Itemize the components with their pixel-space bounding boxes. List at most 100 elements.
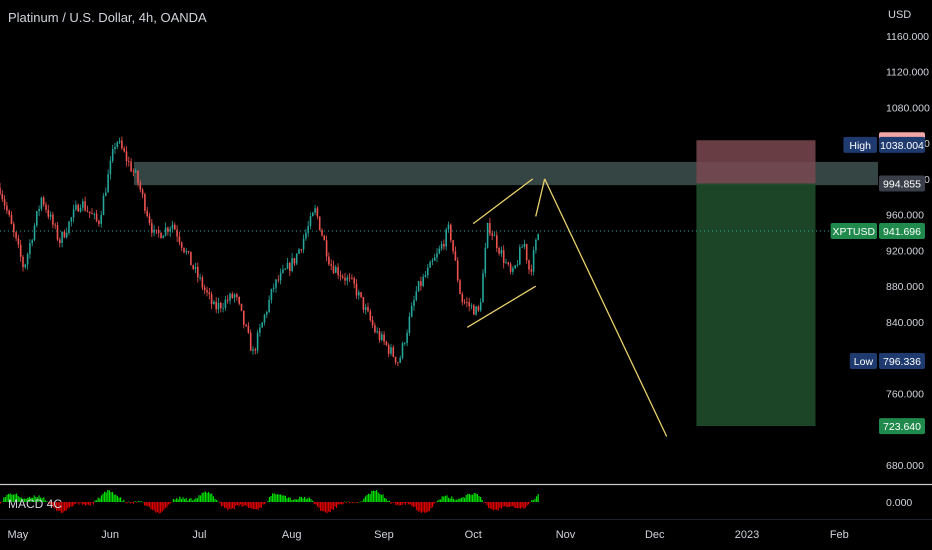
trendline-3[interactable] (535, 178, 546, 217)
macd-bar (182, 497, 184, 502)
candle-body (233, 294, 236, 298)
macd-bar (347, 501, 349, 502)
macd-bar (504, 502, 506, 507)
price-tag-994.855: 994.855 (879, 175, 925, 192)
short-position-layer[interactable] (696, 140, 816, 427)
trendlines-layer[interactable] (466, 178, 668, 437)
candle-body (102, 195, 105, 216)
price-tag-name: Low (854, 356, 874, 368)
candle-body (312, 212, 314, 217)
macd-bar (297, 499, 299, 502)
candle-body (502, 250, 505, 264)
macd-bar (251, 502, 253, 509)
macd-indicator-label[interactable]: MACD 4C (8, 497, 63, 511)
trendline-4[interactable] (544, 178, 668, 437)
macd-bar (328, 502, 330, 512)
macd-bar (11, 494, 13, 502)
macd-bar (449, 498, 451, 502)
candle-body (275, 279, 277, 288)
macd-zero-label: 0.000 (886, 497, 912, 509)
macd-bar (305, 498, 307, 502)
macd-bar (444, 495, 446, 502)
macd-bar (219, 502, 221, 504)
candle-body (316, 208, 319, 217)
time-axis[interactable]: May Jun Jul Aug Sep Oct Nov Dec 2023 Feb (7, 529, 848, 541)
macd-bar (94, 500, 96, 502)
macd-bar (105, 492, 107, 502)
candle-body (305, 232, 307, 239)
candle-body (394, 356, 397, 363)
macd-bar (323, 502, 325, 512)
macd-bar (363, 498, 365, 502)
candle-body (61, 231, 63, 244)
candle-body (335, 267, 337, 273)
candle-body (222, 307, 224, 309)
macd-bar (300, 496, 302, 502)
macd-bar (388, 500, 390, 502)
price-axis[interactable]: 680.000720.000760.000800.000840.000880.0… (886, 31, 930, 509)
candle-body (385, 341, 388, 346)
candle-body (29, 243, 31, 255)
macd-bar (227, 502, 229, 511)
macd-bar (353, 502, 355, 503)
candle-body (406, 332, 408, 344)
candle-body (309, 216, 312, 226)
macd-bar (424, 502, 426, 513)
macd-bar (180, 498, 182, 502)
x-tick-label: Sep (374, 529, 394, 541)
macd-bar (451, 496, 453, 502)
macd-bar (129, 502, 131, 504)
macd-bar (240, 502, 242, 505)
macd-bar (465, 495, 467, 502)
macd-bar (33, 495, 35, 502)
candle-body (72, 209, 75, 218)
macd-bar (81, 502, 83, 505)
candle-body (155, 229, 158, 231)
candle-body (479, 302, 482, 311)
candle-body (95, 213, 98, 221)
candle-body (509, 264, 512, 272)
position-target-zone[interactable] (696, 183, 816, 427)
macd-bar (76, 502, 78, 503)
macd-bar (84, 502, 86, 506)
macd-bar (518, 502, 520, 509)
macd-bar (331, 502, 333, 510)
macd-bar (236, 502, 238, 506)
candle-body (224, 299, 227, 308)
price-tag-name: XPTUSD (833, 226, 876, 238)
macd-bar (393, 502, 395, 503)
macd-bar (246, 502, 248, 507)
macd-bar (316, 502, 318, 507)
y-tick-label: 680.000 (886, 460, 924, 472)
candle-body (300, 249, 303, 251)
candle-body (226, 299, 229, 301)
macd-bar (496, 502, 498, 510)
candle-body (514, 265, 516, 269)
candle-body (197, 266, 199, 278)
trendline-1[interactable] (466, 285, 537, 328)
candle-body (450, 224, 452, 241)
candle-body (360, 292, 362, 297)
macd-bar (494, 502, 496, 510)
price-tag-value: 723.640 (883, 421, 921, 433)
macd-bar (459, 498, 461, 502)
macd-bar (195, 498, 197, 502)
candle-body (325, 240, 328, 257)
macd-bar (416, 502, 418, 510)
macd-bar (515, 502, 517, 509)
candle-body (36, 211, 38, 226)
candle-body (383, 334, 385, 342)
macd-bar (126, 502, 128, 504)
macd-bar (48, 502, 50, 504)
macd-bar (276, 494, 278, 502)
macd-bar (324, 502, 326, 513)
macd-bar (230, 502, 232, 510)
candle-body (505, 262, 507, 264)
macd-bar (433, 502, 435, 504)
macd-bar (502, 502, 504, 507)
macd-bar (368, 493, 370, 502)
macd-bar (512, 502, 514, 506)
position-stop-zone[interactable] (696, 140, 816, 184)
trendline-2[interactable] (472, 178, 534, 225)
